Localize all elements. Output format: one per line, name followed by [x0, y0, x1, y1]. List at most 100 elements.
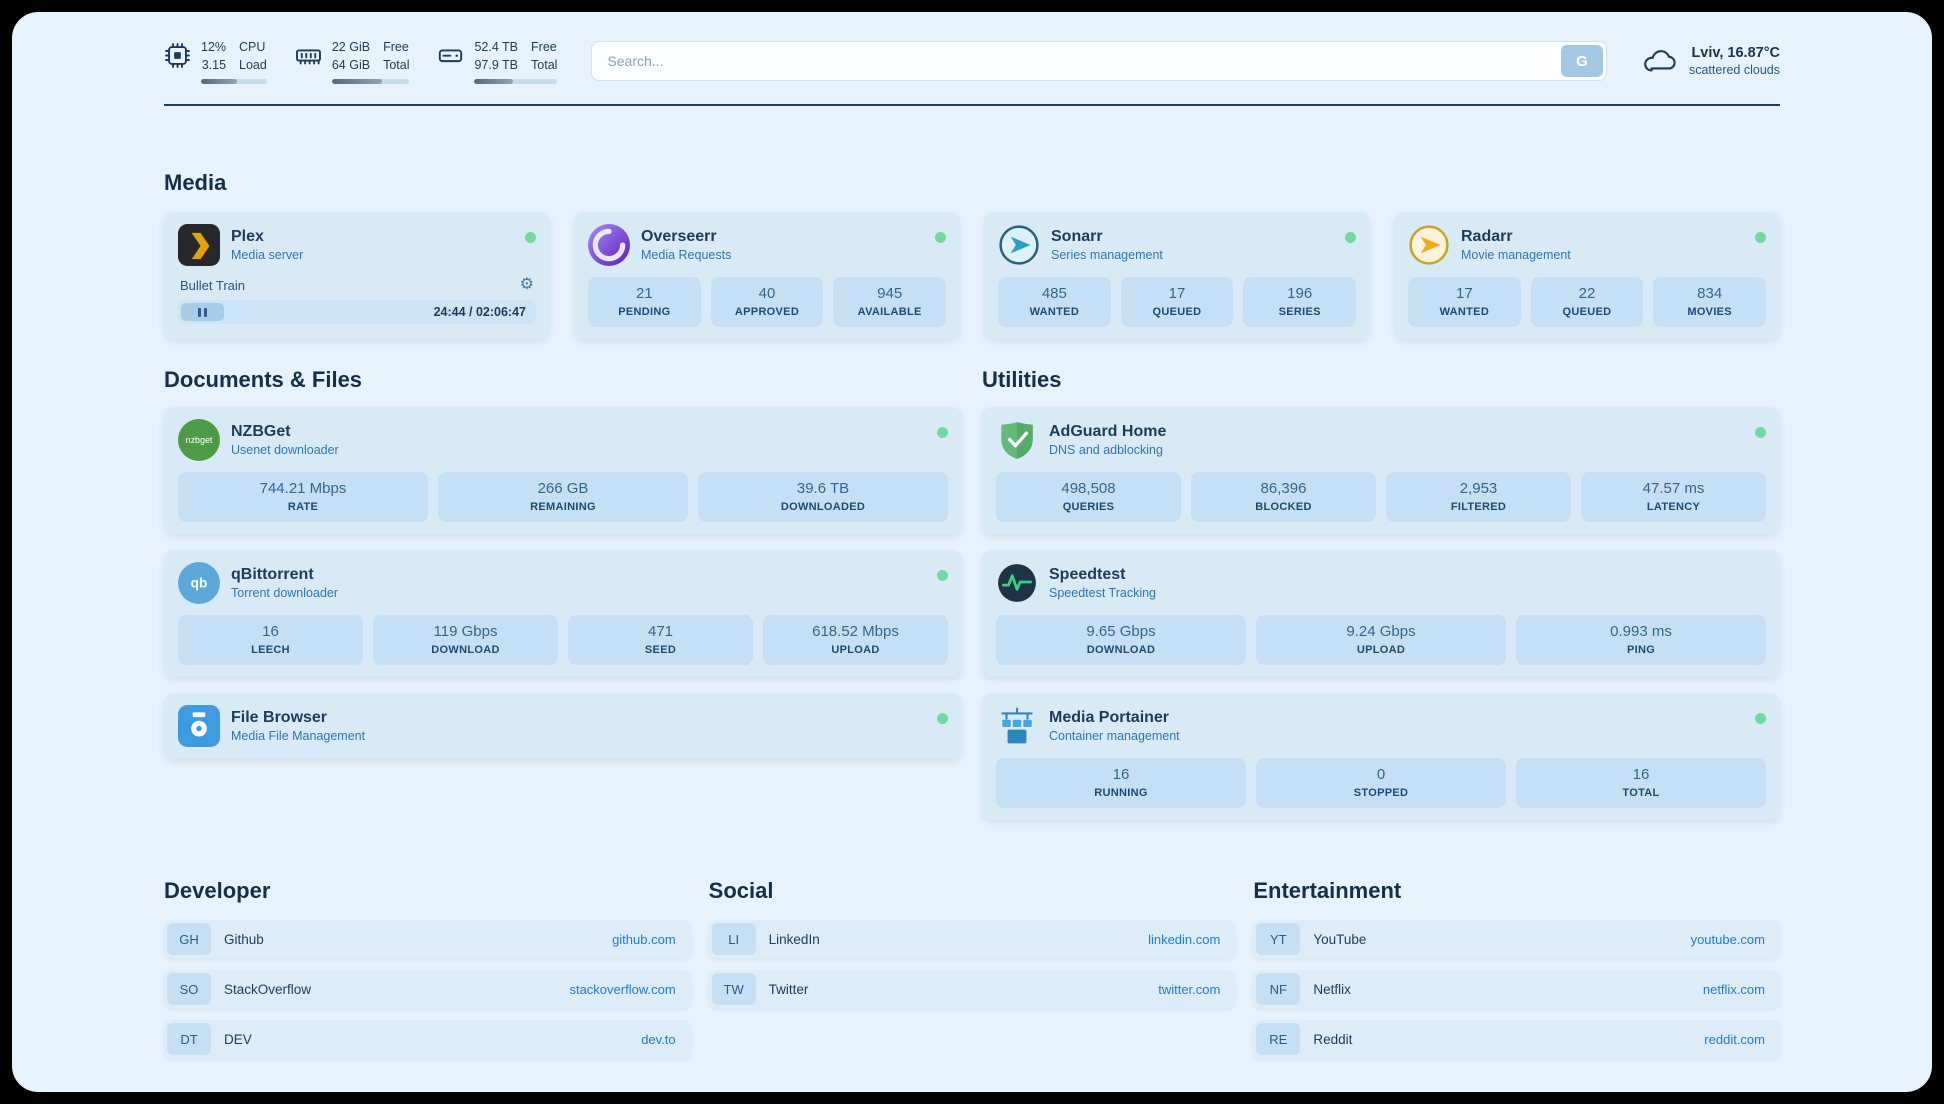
service-title: Radarr [1461, 228, 1513, 246]
bookmark-domain: reddit.com [1704, 1031, 1765, 1047]
header-divider [164, 104, 1780, 107]
stat-blocked: 86,396 BLOCKED [1191, 472, 1376, 523]
card-header: AdGuard Home DNS and adblocking [996, 419, 1766, 461]
service-subtitle: Movie management [1461, 248, 1571, 263]
card-header: Media Portainer Container management [996, 705, 1766, 747]
stat-label: DOWNLOAD [1086, 644, 1156, 657]
memory-stats: 22 GiB Free 64 GiB Total [332, 38, 410, 74]
stat-download: 9.65 Gbps DOWNLOAD [996, 615, 1246, 666]
stat-value: 16 [262, 623, 279, 641]
section-heading-media: Media [164, 170, 227, 196]
disk-stats: 52.4 TB Free 97.9 TB Total [474, 38, 557, 74]
service-card-sonarr[interactable]: Sonarr Series management 485 WANTED 17 Q… [984, 212, 1370, 340]
memory-total-value: 64 GiB [331, 58, 371, 73]
portainer-icon [996, 705, 1038, 747]
stat-value: 945 [877, 285, 903, 303]
stat-value: 22 [1578, 285, 1596, 303]
stat-label: DOWNLOAD [431, 644, 500, 657]
bookmark-youtube[interactable]: YT YouTube youtube.com [1253, 920, 1780, 959]
service-card-plex[interactable]: Plex Media server Bullet Train ⚙ 24:44 /… [164, 212, 550, 340]
bookmark-domain: linkedin.com [1148, 931, 1221, 947]
stat-label: PENDING [618, 306, 671, 319]
radarr-icon [1408, 224, 1450, 266]
bookmark-stackoverflow[interactable]: SO StackOverflow stackoverflow.com [164, 970, 691, 1009]
stat-label: STOPPED [1353, 787, 1409, 800]
cpu-stats: 12% CPU 3.15 Load [201, 38, 267, 74]
gear-icon[interactable]: ⚙ [519, 276, 534, 294]
section-heading-developer: Developer [164, 878, 271, 904]
bookmark-abbr: GH [167, 923, 211, 956]
documents-column: Documents & Files nzbget [164, 367, 962, 760]
stat-label: BLOCKED [1255, 501, 1312, 514]
playback-time: 24:44 / 02:06:47 [433, 305, 526, 320]
memory-total-label: Total [383, 58, 410, 73]
bookmark-domain: youtube.com [1690, 931, 1765, 947]
speedtest-icon [996, 562, 1038, 604]
bookmark-netflix[interactable]: NF Netflix netflix.com [1253, 970, 1780, 1009]
stat-movies: 834 MOVIES [1653, 277, 1766, 328]
service-card-overseerr[interactable]: Overseerr Media Requests 21 PENDING 40 A… [574, 212, 960, 340]
stats-row: 21 PENDING 40 APPROVED 945 AVAILABLE [588, 277, 946, 328]
service-subtitle: Media server [231, 248, 304, 263]
service-subtitle: Media Requests [641, 248, 732, 263]
stat-label: QUEUED [1152, 306, 1202, 319]
service-card-adguard[interactable]: AdGuard Home DNS and adblocking 498,508 … [982, 407, 1780, 535]
stat-label: REMAINING [530, 501, 596, 514]
stat-running: 16 RUNNING [996, 758, 1246, 809]
stat-downloaded: 39.6 TB DOWNLOADED [698, 472, 948, 523]
status-dot [937, 713, 948, 725]
nzbget-icon: nzbget [178, 419, 220, 462]
service-card-speedtest[interactable]: Speedtest Speedtest Tracking 9.65 Gbps D… [982, 550, 1780, 678]
playback-progress-bar[interactable]: 24:44 / 02:06:47 [178, 300, 536, 325]
pause-button[interactable] [181, 303, 224, 322]
search-input[interactable] [595, 53, 1561, 70]
service-card-radarr[interactable]: Radarr Movie management 17 WANTED 22 QUE… [1394, 212, 1780, 340]
dashboard-content: 12% CPU 3.15 Load [12, 12, 1932, 1092]
adguard-icon [996, 419, 1038, 461]
stats-row: 9.65 Gbps DOWNLOAD 9.24 Gbps UPLOAD 0.99… [996, 615, 1766, 666]
cpu-load-label: Load [239, 58, 267, 73]
bookmarks-social: Social LI LinkedIn linkedin.com TW Twitt… [708, 878, 1236, 1020]
service-card-qbittorrent[interactable]: qb qBittorrent Torrent downloader [164, 550, 962, 678]
service-card-filebrowser[interactable]: File Browser Media File Management [164, 693, 962, 760]
service-subtitle: Speedtest Tracking [1049, 586, 1157, 601]
filebrowser-icon [178, 705, 220, 748]
stat-queries: 498,508 QUERIES [996, 472, 1181, 523]
stat-rate: 744.21 Mbps RATE [178, 472, 428, 523]
card-header: Radarr Movie management [1408, 224, 1766, 266]
sonarr-icon [998, 224, 1040, 266]
search-provider-button[interactable]: G [1560, 45, 1603, 78]
stat-value: 17 [1455, 285, 1473, 303]
service-card-portainer[interactable]: Media Portainer Container management 16 … [982, 693, 1780, 821]
service-title: Speedtest [1049, 566, 1126, 584]
bookmark-linkedin[interactable]: LI LinkedIn linkedin.com [708, 920, 1236, 959]
memory-widget: 22 GiB Free 64 GiB Total [295, 38, 410, 85]
svg-text:nzbget: nzbget [186, 435, 213, 445]
plex-icon [178, 224, 220, 267]
service-subtitle: Media File Management [231, 729, 366, 744]
status-dot [937, 427, 948, 439]
stat-available: 945 AVAILABLE [833, 277, 946, 328]
stat-label: FILTERED [1450, 501, 1507, 514]
stat-pending: 21 PENDING [588, 277, 701, 328]
bookmark-reddit[interactable]: RE Reddit reddit.com [1253, 1020, 1780, 1059]
bookmark-github[interactable]: GH Github github.com [164, 920, 691, 959]
bookmark-dev[interactable]: DT DEV dev.to [164, 1020, 691, 1059]
stat-label: DOWNLOADED [780, 501, 866, 514]
bookmark-domain: github.com [612, 931, 676, 947]
bookmarks-entertainment: Entertainment YT YouTube youtube.com NF … [1253, 878, 1780, 1070]
stat-wanted: 17 WANTED [1408, 277, 1521, 328]
status-dot [525, 232, 536, 244]
bookmark-name: StackOverflow [224, 981, 312, 997]
service-card-nzbget[interactable]: nzbget NZBGet Usenet downloader 74 [164, 407, 962, 535]
disk-total-value: 97.9 TB [474, 58, 519, 73]
disk-progress-bar [474, 79, 558, 85]
service-title: Media Portainer [1049, 709, 1170, 727]
stat-value: 471 [647, 623, 674, 641]
weather-condition: scattered clouds [1688, 63, 1780, 78]
bookmark-domain: stackoverflow.com [569, 981, 676, 997]
bookmark-twitter[interactable]: TW Twitter twitter.com [708, 970, 1236, 1009]
status-dot [1345, 232, 1356, 244]
service-title: Sonarr [1051, 228, 1103, 246]
service-subtitle: Torrent downloader [231, 586, 339, 601]
